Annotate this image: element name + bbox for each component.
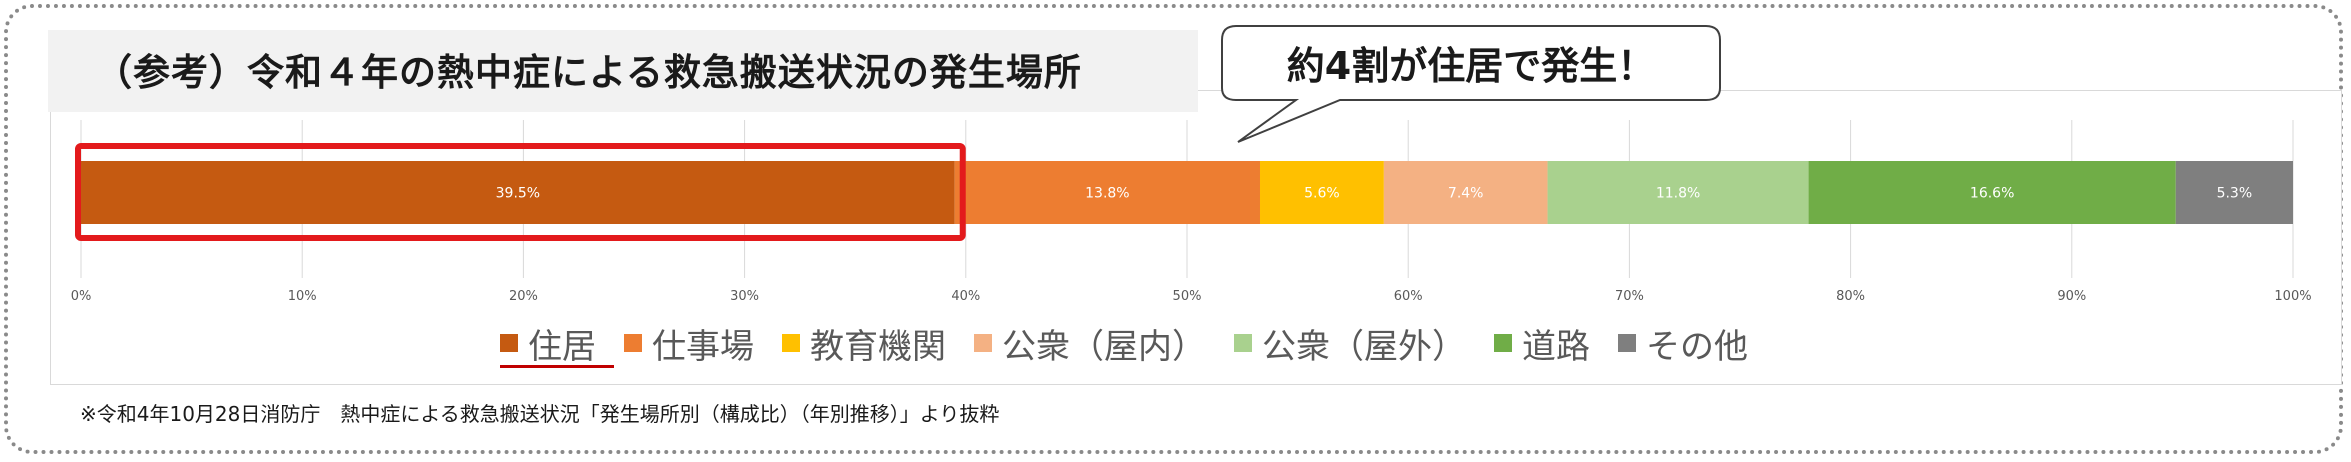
data-label-3: 5.6% bbox=[1304, 186, 1340, 202]
legend-label: 仕事場 bbox=[652, 326, 754, 367]
bar-segment-6 bbox=[1808, 161, 2176, 224]
bar-segment-3 bbox=[1259, 161, 1384, 224]
x-tick-label-30: 30% bbox=[730, 289, 759, 304]
bar-segment-5 bbox=[1547, 161, 1809, 224]
legend-item-2: 仕事場 bbox=[624, 319, 754, 368]
data-label-5: 11.8% bbox=[1656, 186, 1700, 202]
legend-swatch bbox=[1234, 334, 1252, 352]
data-label-1: 39.5% bbox=[496, 186, 540, 202]
bar-segment-4 bbox=[1383, 161, 1548, 224]
bar-segment-7 bbox=[2175, 161, 2293, 224]
legend-swatch bbox=[1494, 334, 1512, 352]
x-tick-label-70: 70% bbox=[1615, 289, 1644, 304]
bar-segment-1 bbox=[81, 161, 955, 224]
x-tick-label-0: 0% bbox=[71, 289, 92, 304]
legend-label: 公衆（屋外） bbox=[1262, 326, 1466, 367]
legend-item-4: 公衆（屋内） bbox=[974, 319, 1206, 368]
legend-swatch bbox=[974, 334, 992, 352]
legend-highlight-underline bbox=[500, 364, 614, 368]
legend-swatch bbox=[782, 334, 800, 352]
x-tick-label-20: 20% bbox=[509, 289, 538, 304]
x-tick-label-10: 10% bbox=[288, 289, 317, 304]
bar-segment-2 bbox=[954, 161, 1260, 224]
legend-label: その他 bbox=[1646, 326, 1748, 367]
legend-label: 住居 bbox=[528, 326, 596, 367]
data-label-6: 16.6% bbox=[1970, 186, 2014, 202]
x-tick-label-50: 50% bbox=[1173, 289, 1202, 304]
data-label-4: 7.4% bbox=[1448, 186, 1484, 202]
legend-label: 教育機関 bbox=[810, 326, 946, 367]
legend-item-1: 住居 bbox=[500, 319, 614, 368]
x-tick-label-60: 60% bbox=[1394, 289, 1423, 304]
legend-swatch bbox=[500, 334, 518, 352]
legend-swatch bbox=[624, 334, 642, 352]
title-panel bbox=[48, 30, 1198, 112]
x-tick-label-100: 100% bbox=[2274, 289, 2311, 304]
legend-swatch bbox=[1618, 334, 1636, 352]
page-title: （参考）令和４年の熱中症による救急搬送状況の発生場所 bbox=[95, 51, 1082, 94]
legend-item-7: その他 bbox=[1618, 319, 1748, 368]
legend-label: 公衆（屋内） bbox=[1002, 326, 1206, 367]
legend-label: 道路 bbox=[1522, 326, 1590, 367]
legend-item-6: 道路 bbox=[1494, 319, 1590, 368]
legend-item-3: 教育機関 bbox=[782, 319, 946, 368]
legend-item-5: 公衆（屋外） bbox=[1234, 319, 1466, 368]
x-tick-label-40: 40% bbox=[951, 289, 980, 304]
x-tick-label-80: 80% bbox=[1836, 289, 1865, 304]
highlight-frame bbox=[75, 143, 966, 241]
data-label-7: 5.3% bbox=[2217, 186, 2253, 202]
chart-legend: 住居 仕事場 教育機関 公衆（屋内） 公衆（屋外） 道路 その他 bbox=[500, 318, 1776, 368]
callout-text: 約4割が住居で発生！ bbox=[1286, 43, 1656, 88]
data-label-2: 13.8% bbox=[1085, 186, 1129, 202]
x-tick-label-90: 90% bbox=[2057, 289, 2086, 304]
source-note: ※令和4年10月28日消防庁 熱中症による救急搬送状況「発生場所別（構成比）（年… bbox=[80, 402, 1000, 426]
